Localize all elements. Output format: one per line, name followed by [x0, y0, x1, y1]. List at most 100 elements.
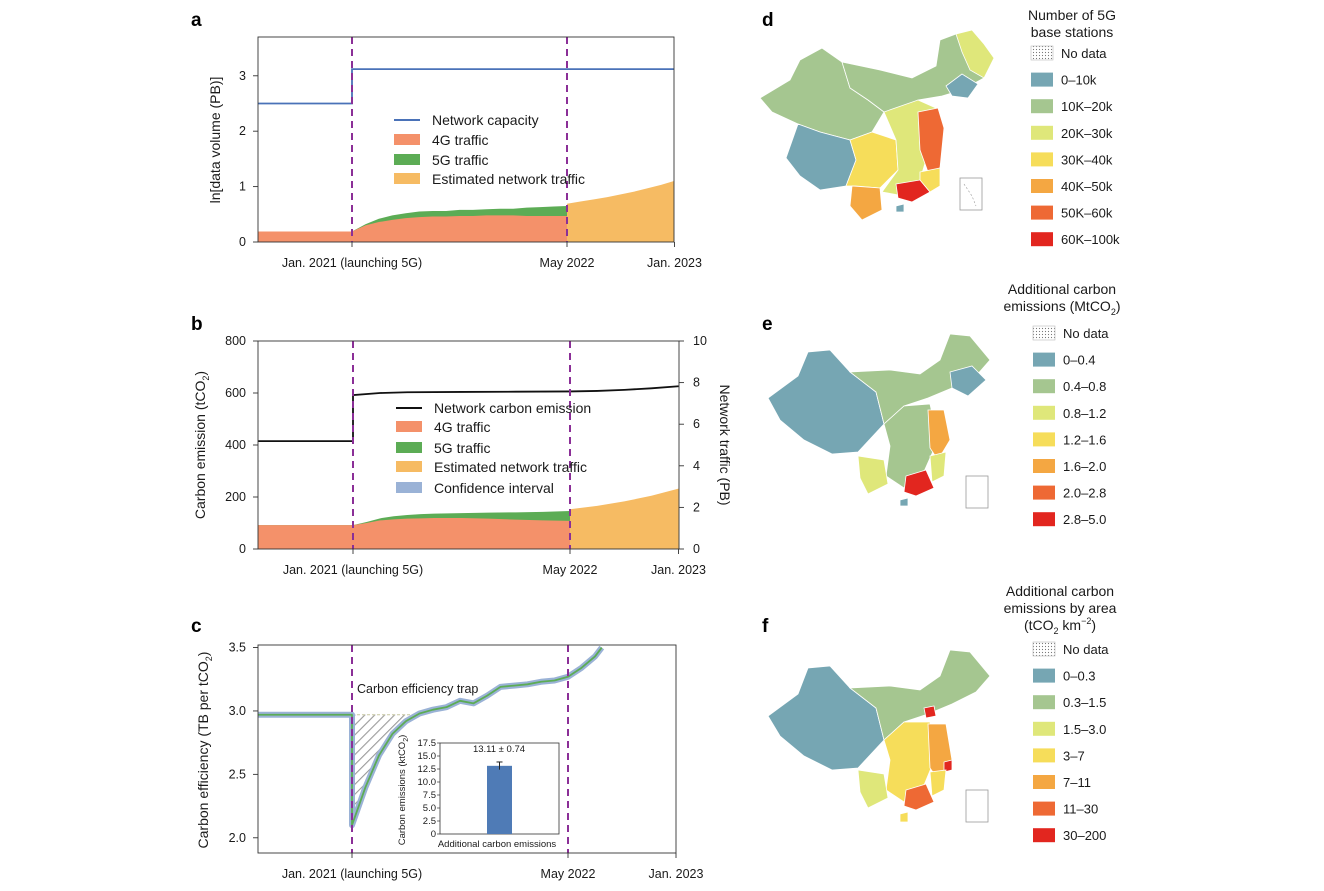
china-map-emissions-by-area: [767, 649, 991, 823]
inset-y-tick-label: 12.5: [418, 764, 437, 775]
inset-y-tick-label: 17.5: [418, 738, 437, 749]
4g-traffic-area: [258, 518, 570, 549]
map-legend-swatch: [1031, 99, 1053, 114]
y-tick-label: 3.5: [229, 641, 246, 655]
map-legend-label: 30–200: [1063, 828, 1106, 843]
estimated-traffic-area: [570, 488, 679, 549]
x-tick-label: May 2022: [540, 256, 595, 270]
map-legend-swatch: [1031, 152, 1053, 167]
x-tick-label: Jan. 2023: [651, 563, 706, 577]
map-legend-label: 0.3–1.5: [1063, 695, 1106, 710]
legend-confidence-interval-swatch: [396, 482, 422, 493]
map-regions: [759, 29, 995, 221]
map-region-guangdong: [895, 179, 931, 203]
map-legend-swatch: [1033, 775, 1055, 789]
map-region-beijing: [923, 705, 937, 719]
inset-y-tick-label: 5.0: [423, 803, 436, 814]
y-tick-label: 200: [225, 490, 246, 504]
inset-title: 13.11 ± 0.74: [473, 744, 525, 755]
x-tick-label: Jan. 2021 (launching 5G): [283, 563, 423, 577]
map-legend-title-line: emissions by area: [1004, 600, 1117, 616]
legend-network-capacity-label: Network capacity: [432, 112, 539, 128]
map-region-east-coast: [927, 409, 951, 461]
panel-label-c: c: [191, 616, 202, 637]
y-right-tick-label: 2: [693, 500, 700, 514]
y-axis-label: Carbon emission (tCO2): [192, 371, 211, 519]
legend-5g-traffic-swatch: [394, 154, 420, 165]
map-legend-swatch: [1033, 668, 1055, 683]
legend-estimated-traffic-label: Estimated network traffic: [432, 171, 585, 187]
4g-traffic-area: [258, 215, 567, 242]
plot-frame: [257, 644, 677, 854]
y-tick-label: 2: [239, 124, 246, 138]
map-legend-swatch: [1031, 72, 1053, 87]
map-region-yunnan: [857, 769, 889, 809]
map-legend-swatch: [1031, 125, 1053, 140]
map-region-hainan: [899, 811, 909, 823]
y-tick-label: 2.5: [229, 767, 246, 781]
map-region-yunnan: [857, 455, 889, 495]
map-legend-title-line: emissions (MtCO2): [1003, 298, 1120, 317]
legend-estimated-traffic-swatch: [394, 173, 420, 184]
carbon-efficiency-line: [258, 646, 603, 826]
map-legend-title-line: Additional carbon: [1006, 583, 1114, 599]
map-legend-label: 1.2–1.6: [1063, 432, 1106, 447]
map-regions: [767, 649, 991, 823]
y-right-tick-label: 10: [693, 334, 707, 348]
legend-b: Network carbon emission 4G traffic 5G traf…: [396, 400, 591, 496]
map-region-hainan: [899, 497, 909, 507]
legend-a: Network capacity 4G traffic 5G traffic Esti…: [394, 112, 585, 187]
map-legend-label: 50K–60k: [1061, 206, 1113, 221]
map-legend-swatch: [1033, 801, 1055, 816]
map-legend-swatch: [1032, 641, 1056, 657]
x-tick-label: Jan. 2023: [647, 256, 702, 270]
y-tick-label: 0: [239, 235, 246, 249]
map-legend-label: 30K–40k: [1061, 152, 1113, 167]
y-axis-label: Carbon efficiency (TB per tCO2): [195, 652, 214, 849]
inset-y-tick-label: 7.5: [423, 790, 436, 801]
panel-label-a: a: [191, 10, 202, 31]
inset-bar-chart: 0 2.5 5.0 7.5 10.0 12.5 15.0 17.5 13.11 ± 0.74 Ad…: [397, 735, 560, 850]
x-tick-label: Jan. 2021 (launching 5G): [282, 256, 422, 270]
legend-4g-traffic-swatch: [396, 421, 422, 432]
map-legend-label: 0–0.4: [1063, 353, 1096, 368]
map-legend-swatch: [1031, 205, 1053, 220]
map-region-west: [767, 665, 885, 771]
x-tick-label: May 2022: [543, 563, 598, 577]
y-axis-label: ln[data volume (PB)]: [207, 77, 223, 204]
map-legend-swatch: [1031, 179, 1053, 193]
map-legend-label: 60K–100k: [1061, 232, 1120, 247]
legend-4g-traffic-swatch: [394, 134, 420, 145]
plot-frame: [257, 36, 675, 243]
y-tick-label: 3: [239, 69, 246, 83]
map-legend-swatch: [1032, 325, 1056, 341]
map-legend-swatch: [1033, 512, 1055, 527]
map-legend-swatch: [1033, 695, 1055, 710]
panel-label-b: b: [191, 314, 203, 335]
map-legend-title-line: base stations: [1031, 24, 1114, 40]
map-region-west: [767, 349, 885, 455]
legend-4g-traffic-label: 4G traffic: [434, 419, 491, 435]
map-legend-swatch: [1033, 485, 1055, 500]
map-inset-south-sea: [965, 789, 989, 823]
map-region-hainan: [895, 203, 905, 213]
map-region-shanghai: [943, 759, 953, 773]
map-region-yunnan: [849, 185, 883, 221]
map-region-northeast-a: [955, 29, 995, 79]
y-tick-label: 800: [225, 334, 246, 348]
x-tick-label: May 2022: [541, 867, 596, 881]
map-legend-swatch: [1033, 459, 1055, 473]
legend-confidence-interval-label: Confidence interval: [434, 480, 554, 496]
y-right-tick-label: 8: [693, 376, 700, 390]
network-capacity-line: [258, 68, 674, 105]
map-legend-label: 20K–30k: [1061, 126, 1113, 141]
y-tick-label: 400: [225, 438, 246, 452]
map-legend-label: No data: [1063, 642, 1109, 657]
map-legend-swatch: [1033, 432, 1055, 447]
map-legend-swatch: [1030, 45, 1054, 61]
y-tick-label: 3.0: [229, 704, 246, 718]
map-inset-south-sea: [965, 475, 989, 509]
